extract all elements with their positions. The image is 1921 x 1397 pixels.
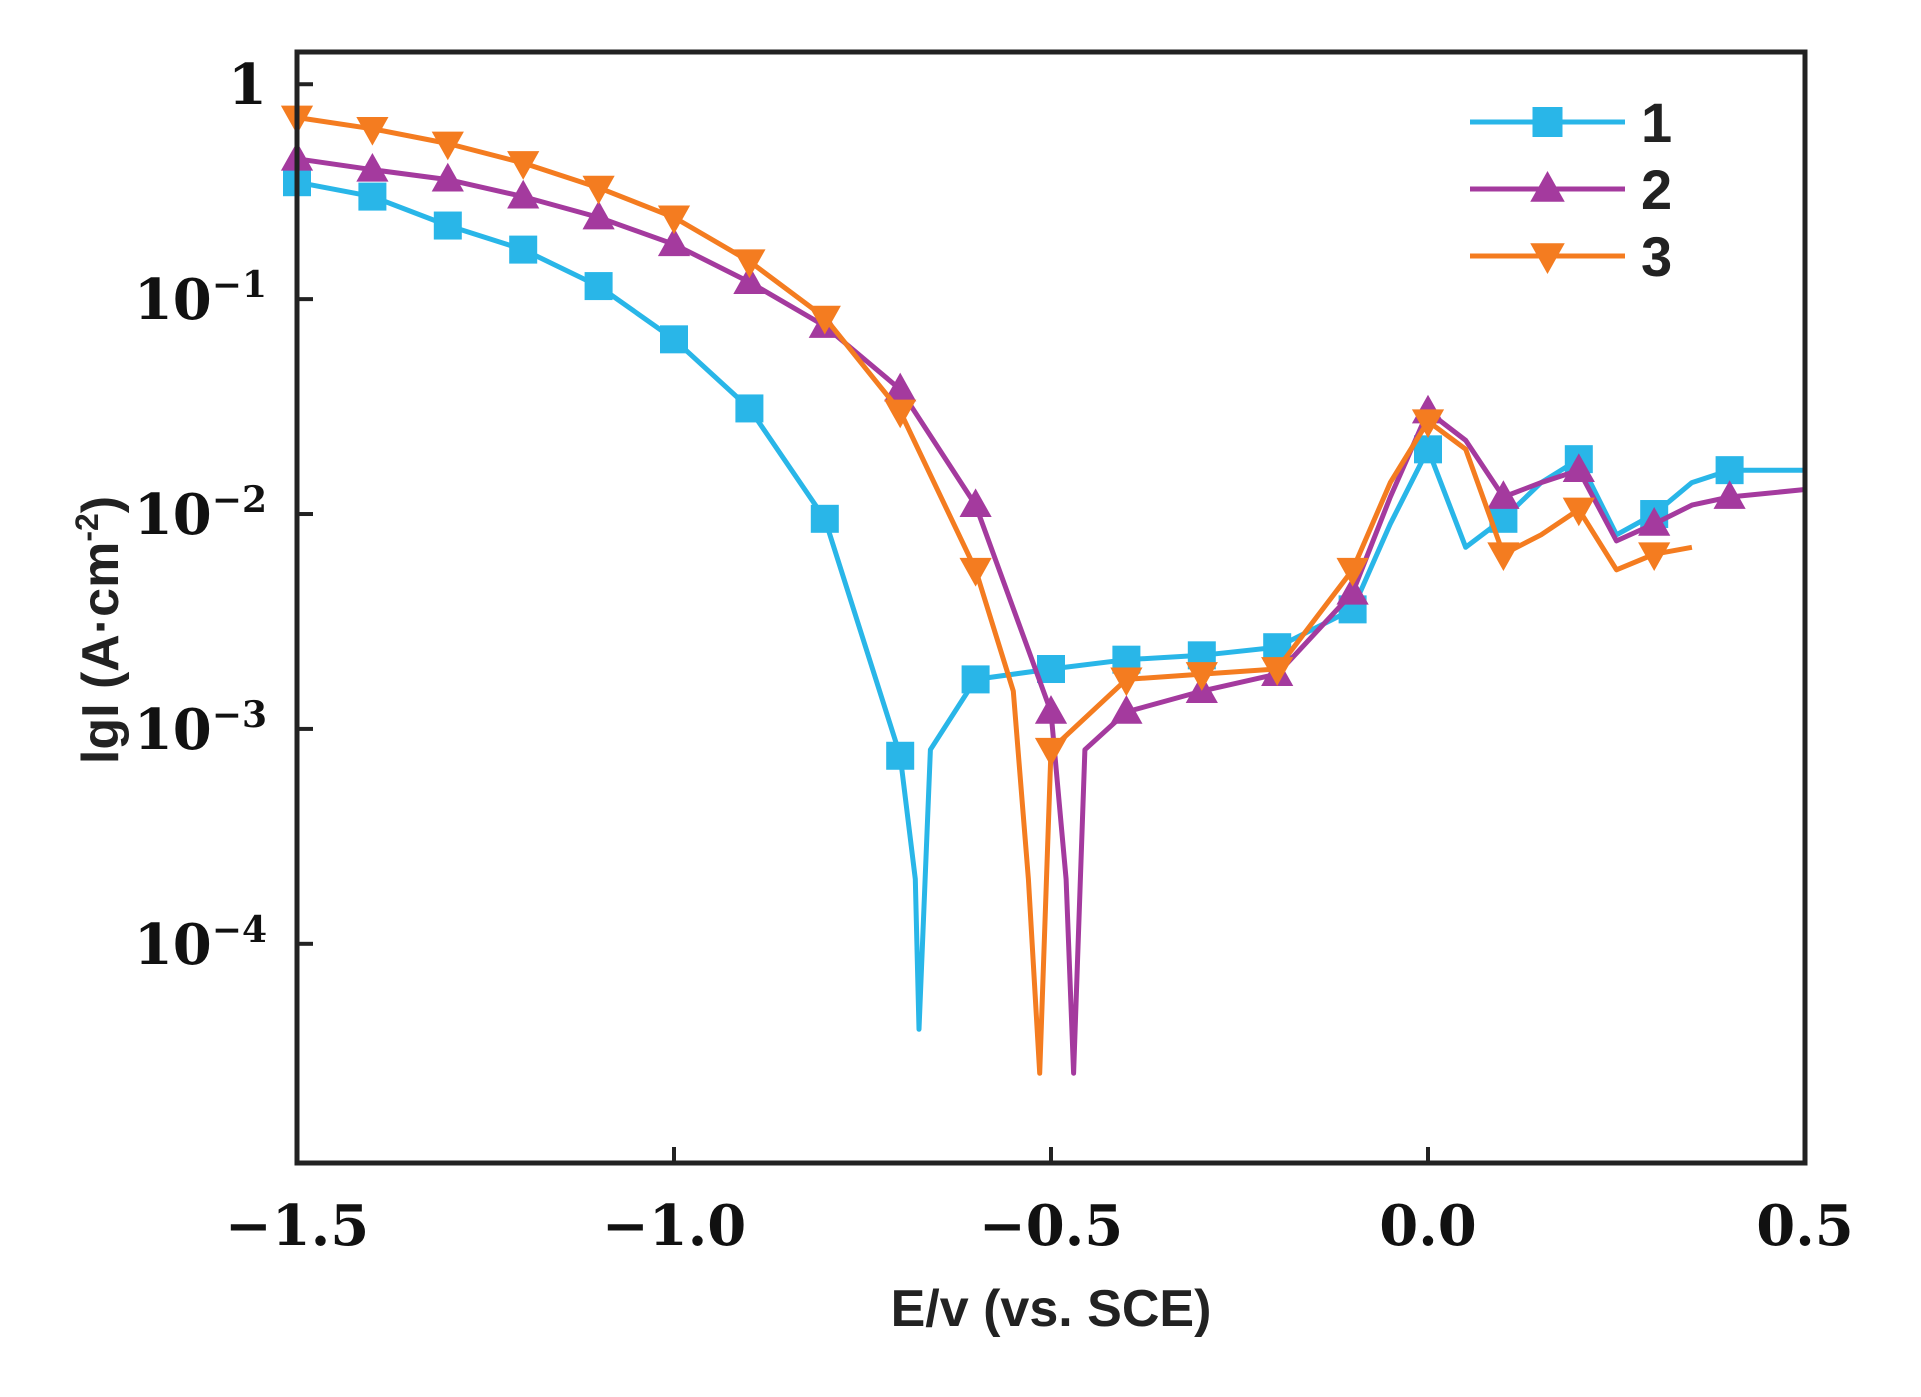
- series-2-point: [657, 227, 691, 257]
- series-3-point: [884, 399, 917, 429]
- y-axis-ticks: 110−110−210−310−4: [134, 52, 313, 978]
- series-2-point: [1336, 575, 1369, 605]
- x-tick-label: 0.0: [1379, 1193, 1476, 1259]
- series-2-point: [1110, 695, 1143, 724]
- series-2-point: [431, 162, 464, 192]
- series-3-point: [507, 151, 540, 180]
- series-2-point: [959, 488, 992, 518]
- series-3-point: [1034, 737, 1068, 767]
- y-tick-label: 10−2: [134, 479, 267, 548]
- x-axis-label: E/v (vs. SCE): [891, 1280, 1212, 1338]
- y-tick-base: 10: [134, 267, 212, 333]
- series-3-point: [1411, 409, 1445, 439]
- y-tick-exponent: −2: [212, 479, 267, 521]
- y-tick-base: 10: [134, 912, 212, 978]
- series-3: [280, 105, 1693, 1076]
- series-1-point: [1715, 456, 1744, 485]
- series-2-point: [1562, 453, 1595, 483]
- y-tick-label: 10−3: [134, 694, 267, 763]
- series-2-point: [1487, 480, 1520, 509]
- series-1-point: [358, 182, 387, 211]
- series-3-point: [1261, 657, 1294, 686]
- series-1-point: [433, 211, 462, 240]
- series-3-point: [1110, 667, 1143, 697]
- series-1-point: [660, 325, 688, 354]
- x-tick-label: −0.5: [979, 1193, 1123, 1259]
- y-tick-label: 10−1: [134, 264, 267, 333]
- x-tick-label: −1.5: [225, 1193, 369, 1259]
- y-tick-label: 10−4: [134, 909, 267, 978]
- series-2-point: [507, 179, 540, 209]
- series-3-point: [733, 249, 766, 279]
- x-axis-ticks: −1.5 −1.0 −0.5 0.0 0.5: [225, 1147, 1854, 1259]
- series-3-point: [1562, 497, 1595, 527]
- series-3-point: [959, 557, 992, 587]
- y-axis-label-main: lgI (A·cm: [72, 542, 130, 764]
- y-axis-label-sup: -2: [69, 513, 105, 541]
- series-1-point: [509, 235, 538, 264]
- series-2-point: [1034, 695, 1068, 724]
- series-2-point: [733, 265, 766, 295]
- y-axis-label-close: ): [72, 496, 130, 513]
- legend-item-2: 2: [1470, 158, 1672, 221]
- series-2-point: [1638, 507, 1671, 536]
- y-axis-label: lgI (A·cm-2): [69, 496, 130, 764]
- series-3-point: [431, 131, 464, 161]
- y-tick-exponent: −1: [212, 264, 267, 306]
- series-layer: [280, 105, 1806, 1076]
- series-2: [280, 141, 1806, 1076]
- y-tick-base: 10: [134, 482, 212, 548]
- series-1-point: [810, 504, 839, 533]
- series-2-point: [582, 200, 615, 230]
- legend-label: 1: [1641, 91, 1672, 154]
- x-tick-label: −1.0: [602, 1193, 746, 1259]
- y-tick-label: 1: [228, 52, 267, 118]
- series-1-point: [1037, 655, 1065, 684]
- x-tick-label: 0.5: [1756, 1193, 1853, 1259]
- legend-label: 3: [1641, 225, 1672, 288]
- series-3-point: [1487, 542, 1520, 572]
- series-2-point: [356, 152, 389, 182]
- y-tick-base: 10: [134, 697, 212, 763]
- legend: 123: [1470, 91, 1672, 288]
- legend-marker: [1532, 107, 1563, 137]
- series-3-point: [1638, 542, 1671, 572]
- series-3-point: [808, 305, 841, 335]
- series-2-point: [1713, 480, 1746, 509]
- y-tick-exponent: −3: [212, 694, 267, 736]
- series-1-point: [961, 665, 990, 694]
- legend-marker: [1530, 171, 1565, 202]
- series-1-line: [296, 179, 1805, 1032]
- series-1-point: [584, 272, 613, 301]
- legend-item-3: 3: [1470, 225, 1672, 288]
- series-2-point: [884, 372, 917, 402]
- plot-frame: [294, 49, 1808, 1166]
- series-2-line: [296, 156, 1806, 1076]
- legend-marker: [1530, 243, 1565, 274]
- legend-item-1: 1: [1470, 91, 1672, 154]
- series-3-point: [356, 116, 389, 146]
- series-3-point: [1185, 662, 1218, 691]
- series-1-point: [735, 394, 764, 423]
- series-3-point: [657, 205, 691, 235]
- series-1-point: [886, 741, 915, 770]
- legend-label: 2: [1641, 158, 1672, 221]
- y-tick-exponent: −4: [212, 909, 267, 951]
- series-3-point: [582, 175, 615, 205]
- series-3-point: [1336, 557, 1369, 587]
- series-3-line: [296, 115, 1693, 1076]
